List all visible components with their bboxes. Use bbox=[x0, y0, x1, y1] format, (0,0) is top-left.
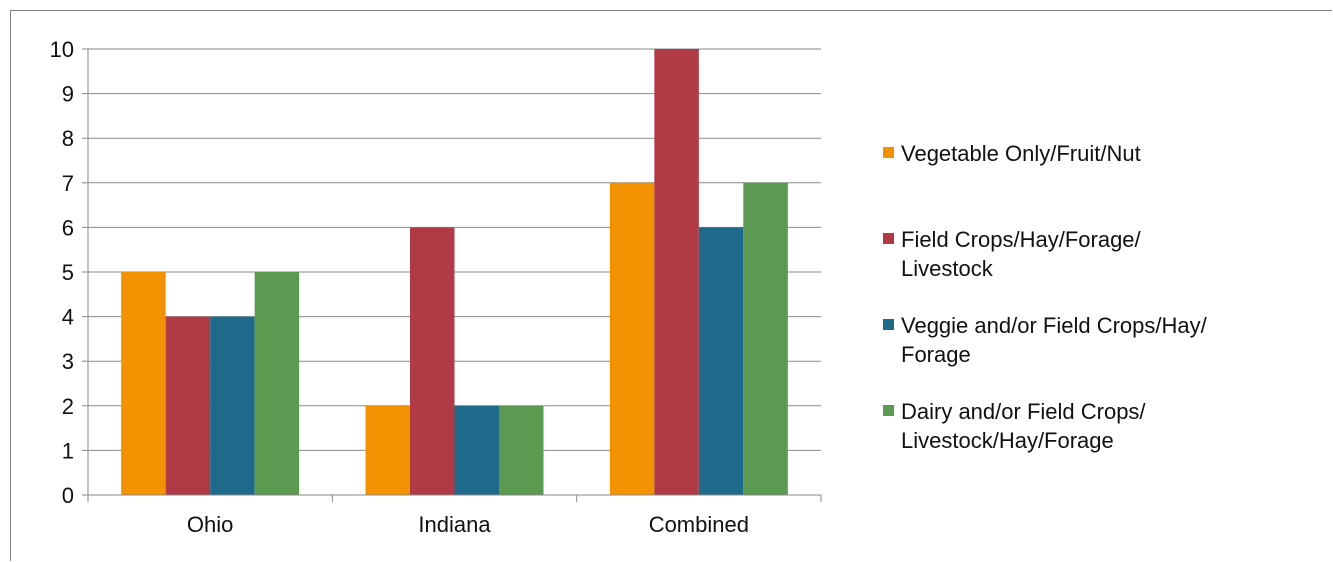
legend-item-veggie: Veggie and/or Field Crops/Hay/ Forage bbox=[883, 311, 1207, 369]
y-tick-label: 9 bbox=[62, 82, 74, 107]
y-tick-labels: 0 1 2 3 4 5 6 7 8 9 10 bbox=[50, 37, 74, 508]
legend-item-dairy: Dairy and/or Field Crops/ Livestock/Hay/… bbox=[883, 397, 1146, 455]
y-tick-label: 2 bbox=[62, 394, 74, 419]
bar-chart: 0 1 2 3 4 5 6 7 8 9 10 Ohio Indiana Combined bbox=[50, 37, 822, 537]
y-tick-label: 6 bbox=[62, 215, 74, 240]
legend-label-veggie-line1: Veggie and/or Field Crops/Hay/ bbox=[901, 313, 1207, 338]
legend-label-dairy-line2: Livestock/Hay/Forage bbox=[901, 428, 1114, 453]
chart-frame: 0 1 2 3 4 5 6 7 8 9 10 Ohio Indiana Combined Vegetab… bbox=[10, 10, 1332, 561]
legend-label-field-crops-line2: Livestock bbox=[901, 256, 993, 281]
y-tick-label: 8 bbox=[62, 126, 74, 151]
legend-item-field-crops: Field Crops/Hay/Forage/ Livestock bbox=[883, 225, 1141, 283]
legend-label-dairy-line1: Dairy and/or Field Crops/ bbox=[901, 399, 1146, 424]
bar bbox=[254, 272, 300, 495]
legend-text-veggie: Veggie and/or Field Crops/Hay/ Forage bbox=[901, 311, 1207, 369]
legend-swatch-dairy bbox=[883, 405, 894, 416]
bar bbox=[210, 316, 255, 495]
bar bbox=[654, 49, 699, 495]
legend-text-vegetable: Vegetable Only/Fruit/Nut bbox=[901, 139, 1141, 168]
y-tick-label: 5 bbox=[62, 260, 74, 285]
y-tick-label: 10 bbox=[50, 37, 74, 62]
y-tick-label: 1 bbox=[62, 438, 74, 463]
bar bbox=[499, 405, 544, 495]
legend-label-field-crops-line1: Field Crops/Hay/Forage/ bbox=[901, 227, 1141, 252]
bar bbox=[698, 227, 744, 495]
legend-swatch-vegetable bbox=[883, 147, 894, 158]
y-tick-label: 4 bbox=[62, 305, 74, 330]
bar bbox=[454, 405, 499, 495]
y-tick-label: 0 bbox=[62, 483, 74, 508]
bar bbox=[365, 405, 410, 495]
legend-text-field-crops: Field Crops/Hay/Forage/ Livestock bbox=[901, 225, 1141, 283]
legend-label-vegetable: Vegetable Only/Fruit/Nut bbox=[901, 141, 1141, 166]
axes bbox=[82, 48, 822, 502]
legend-item-vegetable: Vegetable Only/Fruit/Nut bbox=[883, 139, 1141, 168]
x-tick-label: Ohio bbox=[187, 512, 233, 537]
bar bbox=[609, 182, 655, 496]
legend-label-veggie-line2: Forage bbox=[901, 342, 971, 367]
legend-swatch-veggie bbox=[883, 319, 894, 330]
x-tick-label: Indiana bbox=[418, 512, 491, 537]
bar bbox=[165, 316, 211, 495]
x-tick-label: Combined bbox=[649, 512, 749, 537]
y-tick-label: 3 bbox=[62, 349, 74, 374]
bar bbox=[410, 227, 455, 495]
legend-text-dairy: Dairy and/or Field Crops/ Livestock/Hay/… bbox=[901, 397, 1146, 455]
y-tick-label: 7 bbox=[62, 171, 74, 196]
bar bbox=[121, 272, 166, 495]
bars bbox=[121, 49, 788, 496]
legend-swatch-field-crops bbox=[883, 233, 894, 244]
bar bbox=[743, 182, 788, 496]
x-tick-labels: Ohio Indiana Combined bbox=[187, 512, 749, 537]
